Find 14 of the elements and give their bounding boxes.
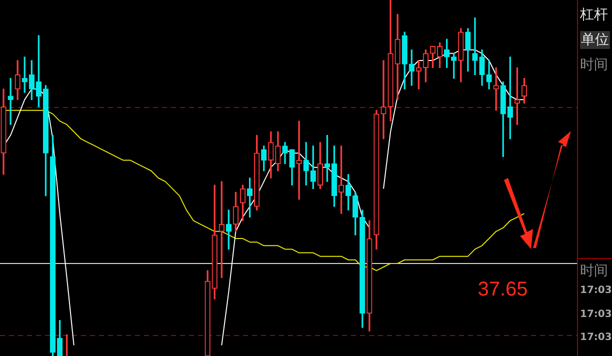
candlestick: [493, 67, 499, 111]
text: 单位: [580, 31, 610, 49]
candlestick: [472, 17, 478, 76]
candlestick: [8, 78, 14, 125]
annotation: 37.65: [478, 278, 528, 301]
text: 17:03: [580, 285, 612, 296]
candlestick: [486, 60, 492, 90]
text: 时间: [580, 262, 608, 280]
text: 杠杆: [580, 6, 608, 24]
text: 时间: [580, 56, 608, 74]
text: 17:03: [580, 309, 612, 320]
text: 17:03: [580, 332, 612, 343]
candlestick: [380, 60, 386, 140]
candlestick: [296, 120, 302, 200]
